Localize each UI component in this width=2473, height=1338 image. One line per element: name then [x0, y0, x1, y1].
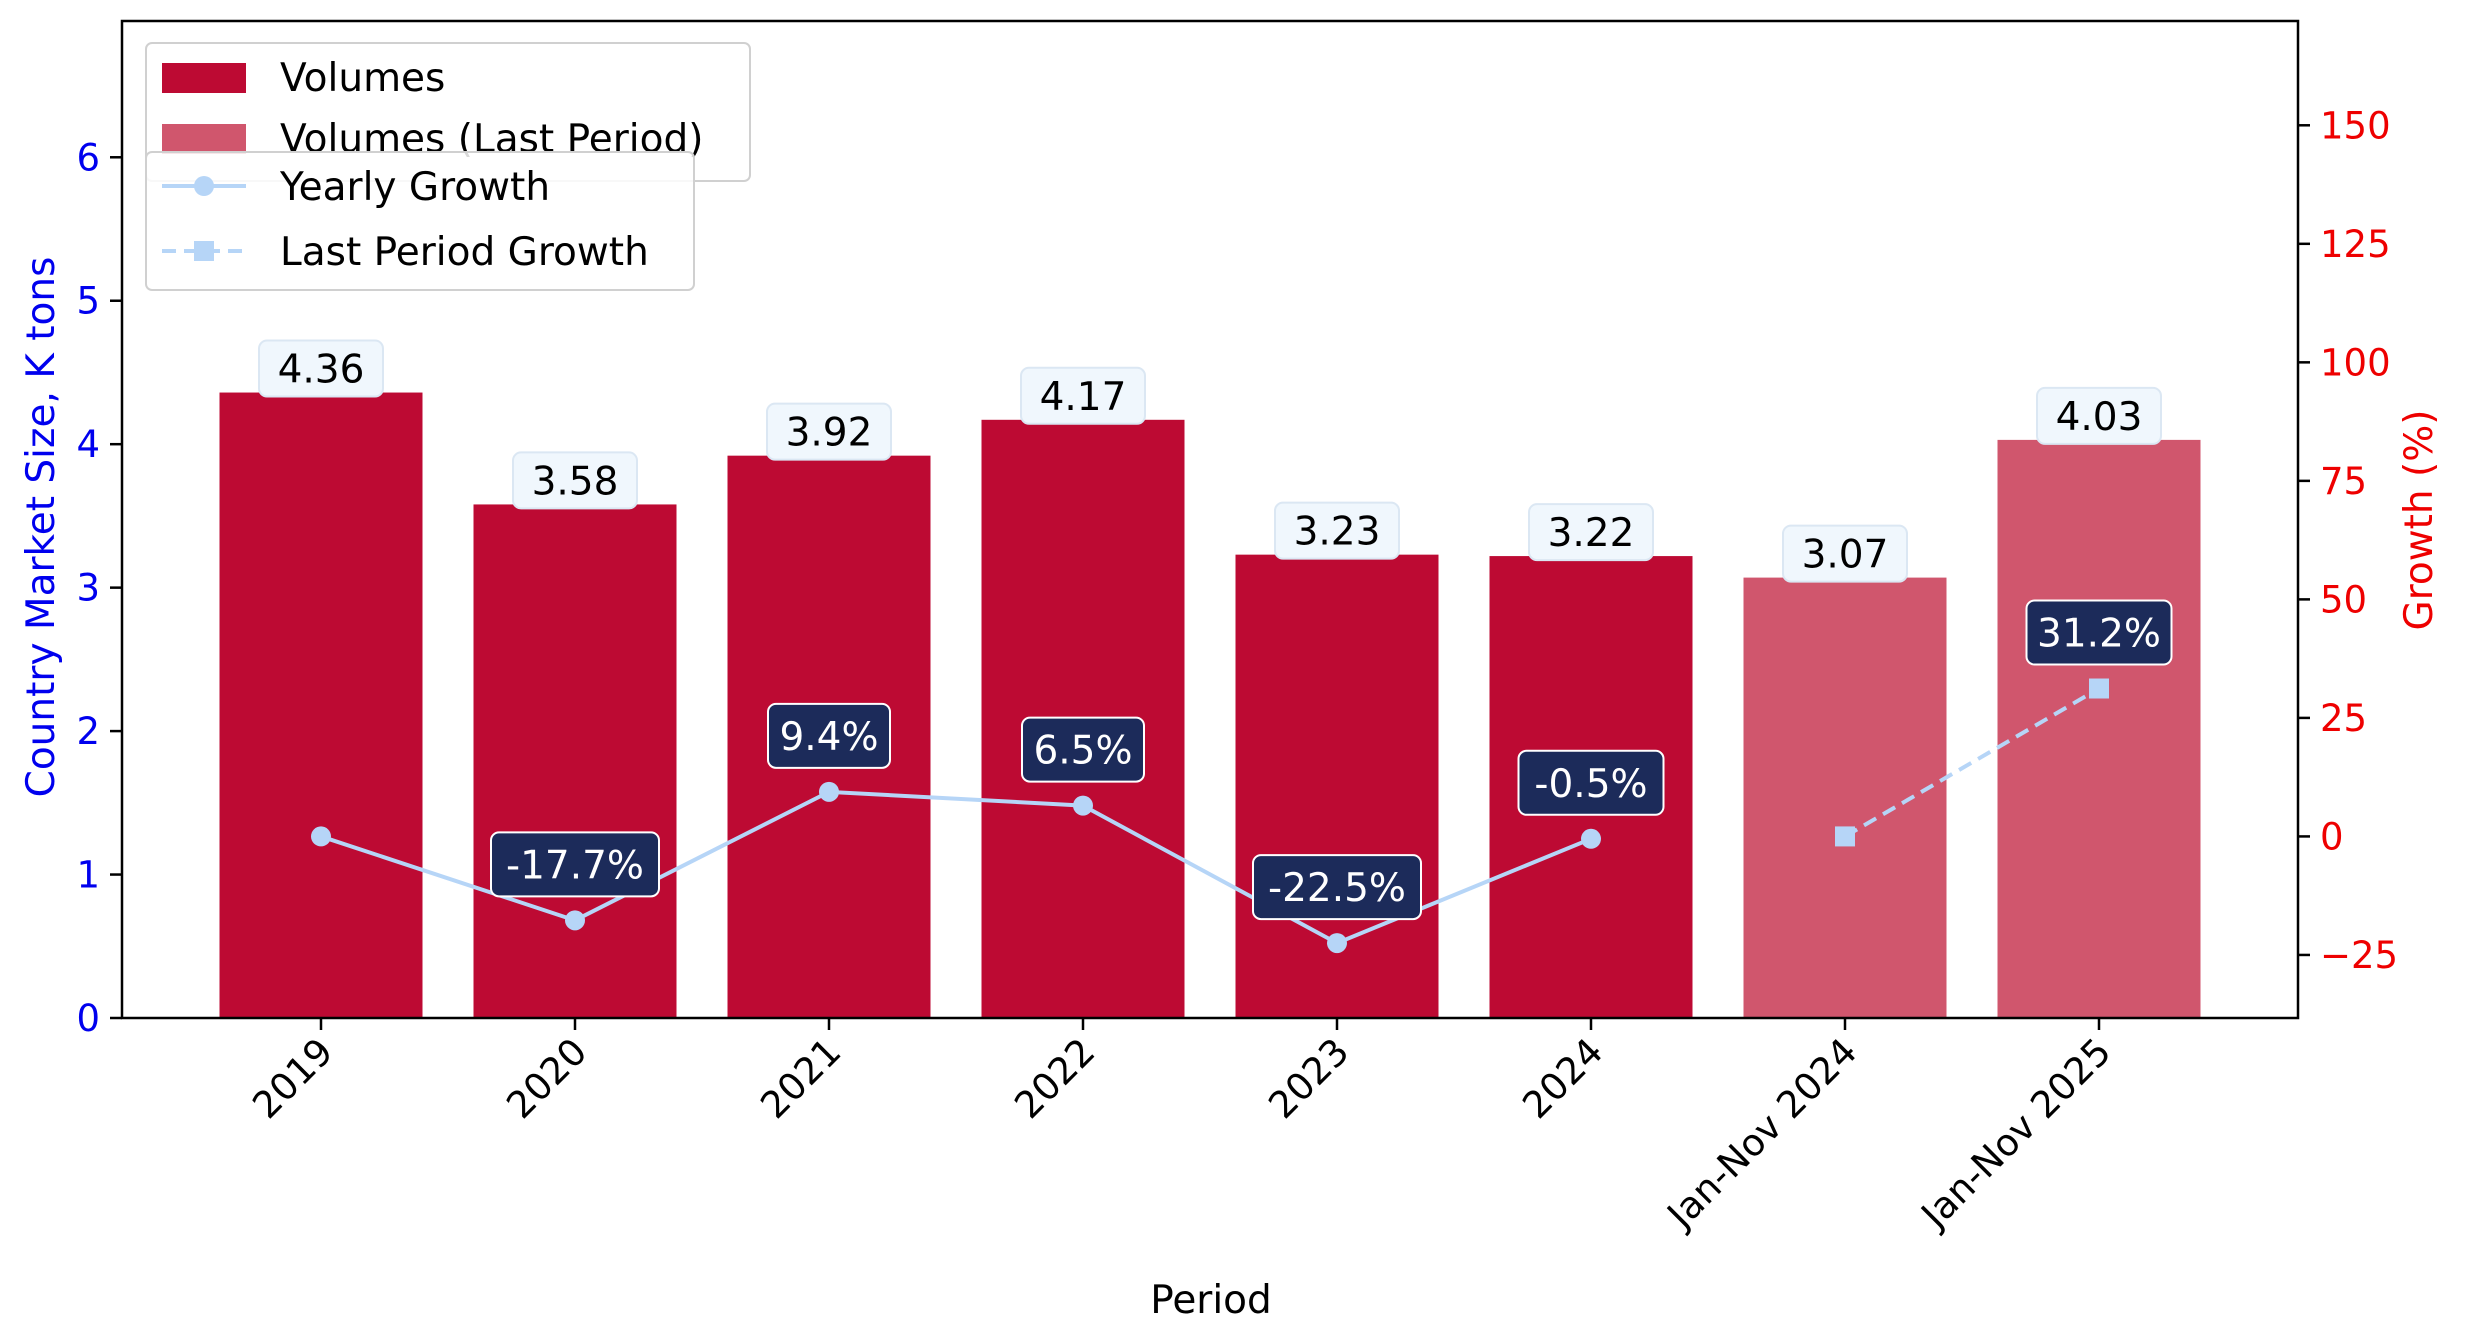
x-tick-label-3: 2022: [1006, 1030, 1103, 1127]
x-tick-label-4: 2023: [1260, 1030, 1357, 1127]
bar-label-box-3: [1020, 366, 1146, 425]
x-tick-label-2: 2021: [752, 1030, 849, 1127]
growth-label-box-5: [1517, 749, 1665, 816]
bar-label-box-1: [512, 451, 638, 510]
bar-value-label-0: 4.36: [278, 348, 365, 393]
bar-label-box-2: [766, 402, 892, 461]
growth-value-label-1: -17.7%: [506, 843, 644, 888]
x-axis-title: Period: [1150, 1278, 1272, 1323]
y-right-tick-label-150: 150: [2320, 104, 2391, 147]
x-tick-label-1: 2020: [498, 1030, 595, 1127]
bar-label-box-7: [2036, 386, 2162, 445]
legend-swatch-last-period: [162, 124, 246, 154]
last-period-growth-point-7: [2089, 678, 2109, 699]
legend-label-volumes: Volumes: [280, 56, 445, 101]
y-tick-label-3: 3: [76, 567, 100, 610]
y-right-tick-label--25: −25: [2320, 934, 2398, 977]
y-tick-label-5: 5: [76, 280, 100, 323]
bar-value-label-5: 3.22: [1548, 511, 1635, 556]
growth-label-box-2: [767, 702, 891, 769]
bar-label-box-6: [1782, 524, 1908, 583]
bar-last-period-6: [1743, 577, 1947, 1018]
yearly-growth-line: [320, 789, 1592, 946]
y-right-tick-label-50: 50: [2320, 578, 2367, 621]
growth-label-box-7: [2025, 599, 2173, 666]
y-tick-label-4: 4: [76, 423, 100, 466]
growth-value-label-5: -0.5%: [1534, 762, 1647, 807]
y-axis-title: Country Market Size, K tons: [19, 257, 64, 798]
bar-label-box-4: [1274, 501, 1400, 560]
y-tick-label-0: 0: [76, 997, 100, 1040]
bar-last-period-7: [1997, 439, 2201, 1019]
y-right-tick-label-125: 125: [2320, 223, 2391, 266]
yearly-growth-point-3: [1073, 795, 1093, 816]
legend-box-lines: [145, 151, 695, 291]
bar-value-label-2: 3.92: [786, 411, 873, 456]
bar-label-box-5: [1528, 503, 1654, 562]
legend-marker-yearly-growth: [194, 176, 214, 196]
y-right-tick-label-75: 75: [2320, 460, 2367, 503]
bar-value-label-1: 3.58: [532, 459, 619, 504]
growth-label-box-4: [1252, 854, 1422, 921]
x-tick-label-7: Jan-Nov 2025: [1912, 1030, 2120, 1238]
y-tick-label-1: 1: [76, 854, 100, 897]
bar-value-label-6: 3.07: [1802, 533, 1889, 578]
growth-value-label-3: 6.5%: [1033, 729, 1132, 774]
bar-value-label-4: 3.23: [1294, 510, 1381, 555]
bar-volumes-0: [219, 392, 423, 1018]
growth-label-box-1: [490, 831, 660, 898]
x-tick-label-6: Jan-Nov 2024: [1658, 1030, 1866, 1238]
growth-value-label-4: -22.5%: [1268, 866, 1406, 911]
last-period-growth-line: [1843, 686, 2101, 839]
yearly-growth-point-5: [1581, 828, 1601, 849]
y-right-tick-label-25: 25: [2320, 697, 2367, 740]
legend-marker-last-period-growth: [194, 241, 214, 261]
y-right-tick-label-0: 0: [2320, 815, 2344, 858]
y-tick-label-6: 6: [76, 136, 100, 179]
growth-value-label-7: 31.2%: [2037, 612, 2161, 657]
data-labels-layer: 4.36 3.58 3.92 4.17 3.23 3.22 3.07 4.03 -17.7% 9.…: [258, 339, 2173, 921]
bar-value-label-3: 4.17: [1040, 375, 1127, 420]
legend-label-yearly-growth: Yearly Growth: [279, 165, 550, 210]
growth-label-box-3: [1021, 716, 1145, 783]
y-axis-right-title: Growth (%): [2397, 409, 2442, 630]
last-period-growth-point-6: [1835, 826, 1855, 847]
legend-swatch-volumes: [162, 63, 246, 93]
bar-label-box-0: [258, 339, 384, 398]
x-tick-label-5: 2024: [1514, 1030, 1611, 1127]
yearly-growth-point-2: [819, 781, 839, 802]
yearly-growth-point-4: [1327, 933, 1347, 954]
plot-frame: [120, 19, 2300, 1020]
bar-value-label-7: 4.03: [2056, 395, 2143, 440]
yearly-growth-point-0: [311, 826, 331, 847]
growth-lines-layer: [311, 678, 2109, 954]
yearly-growth-point-1: [565, 910, 585, 931]
bar-volumes-1: [473, 504, 677, 1019]
growth-value-label-2: 9.4%: [779, 715, 878, 760]
x-tick-label-0: 2019: [244, 1030, 341, 1127]
y-tick-label-2: 2: [76, 710, 100, 753]
legend-label-last-period-growth: Last Period Growth: [280, 230, 649, 275]
y-right-tick-label-100: 100: [2320, 341, 2391, 384]
